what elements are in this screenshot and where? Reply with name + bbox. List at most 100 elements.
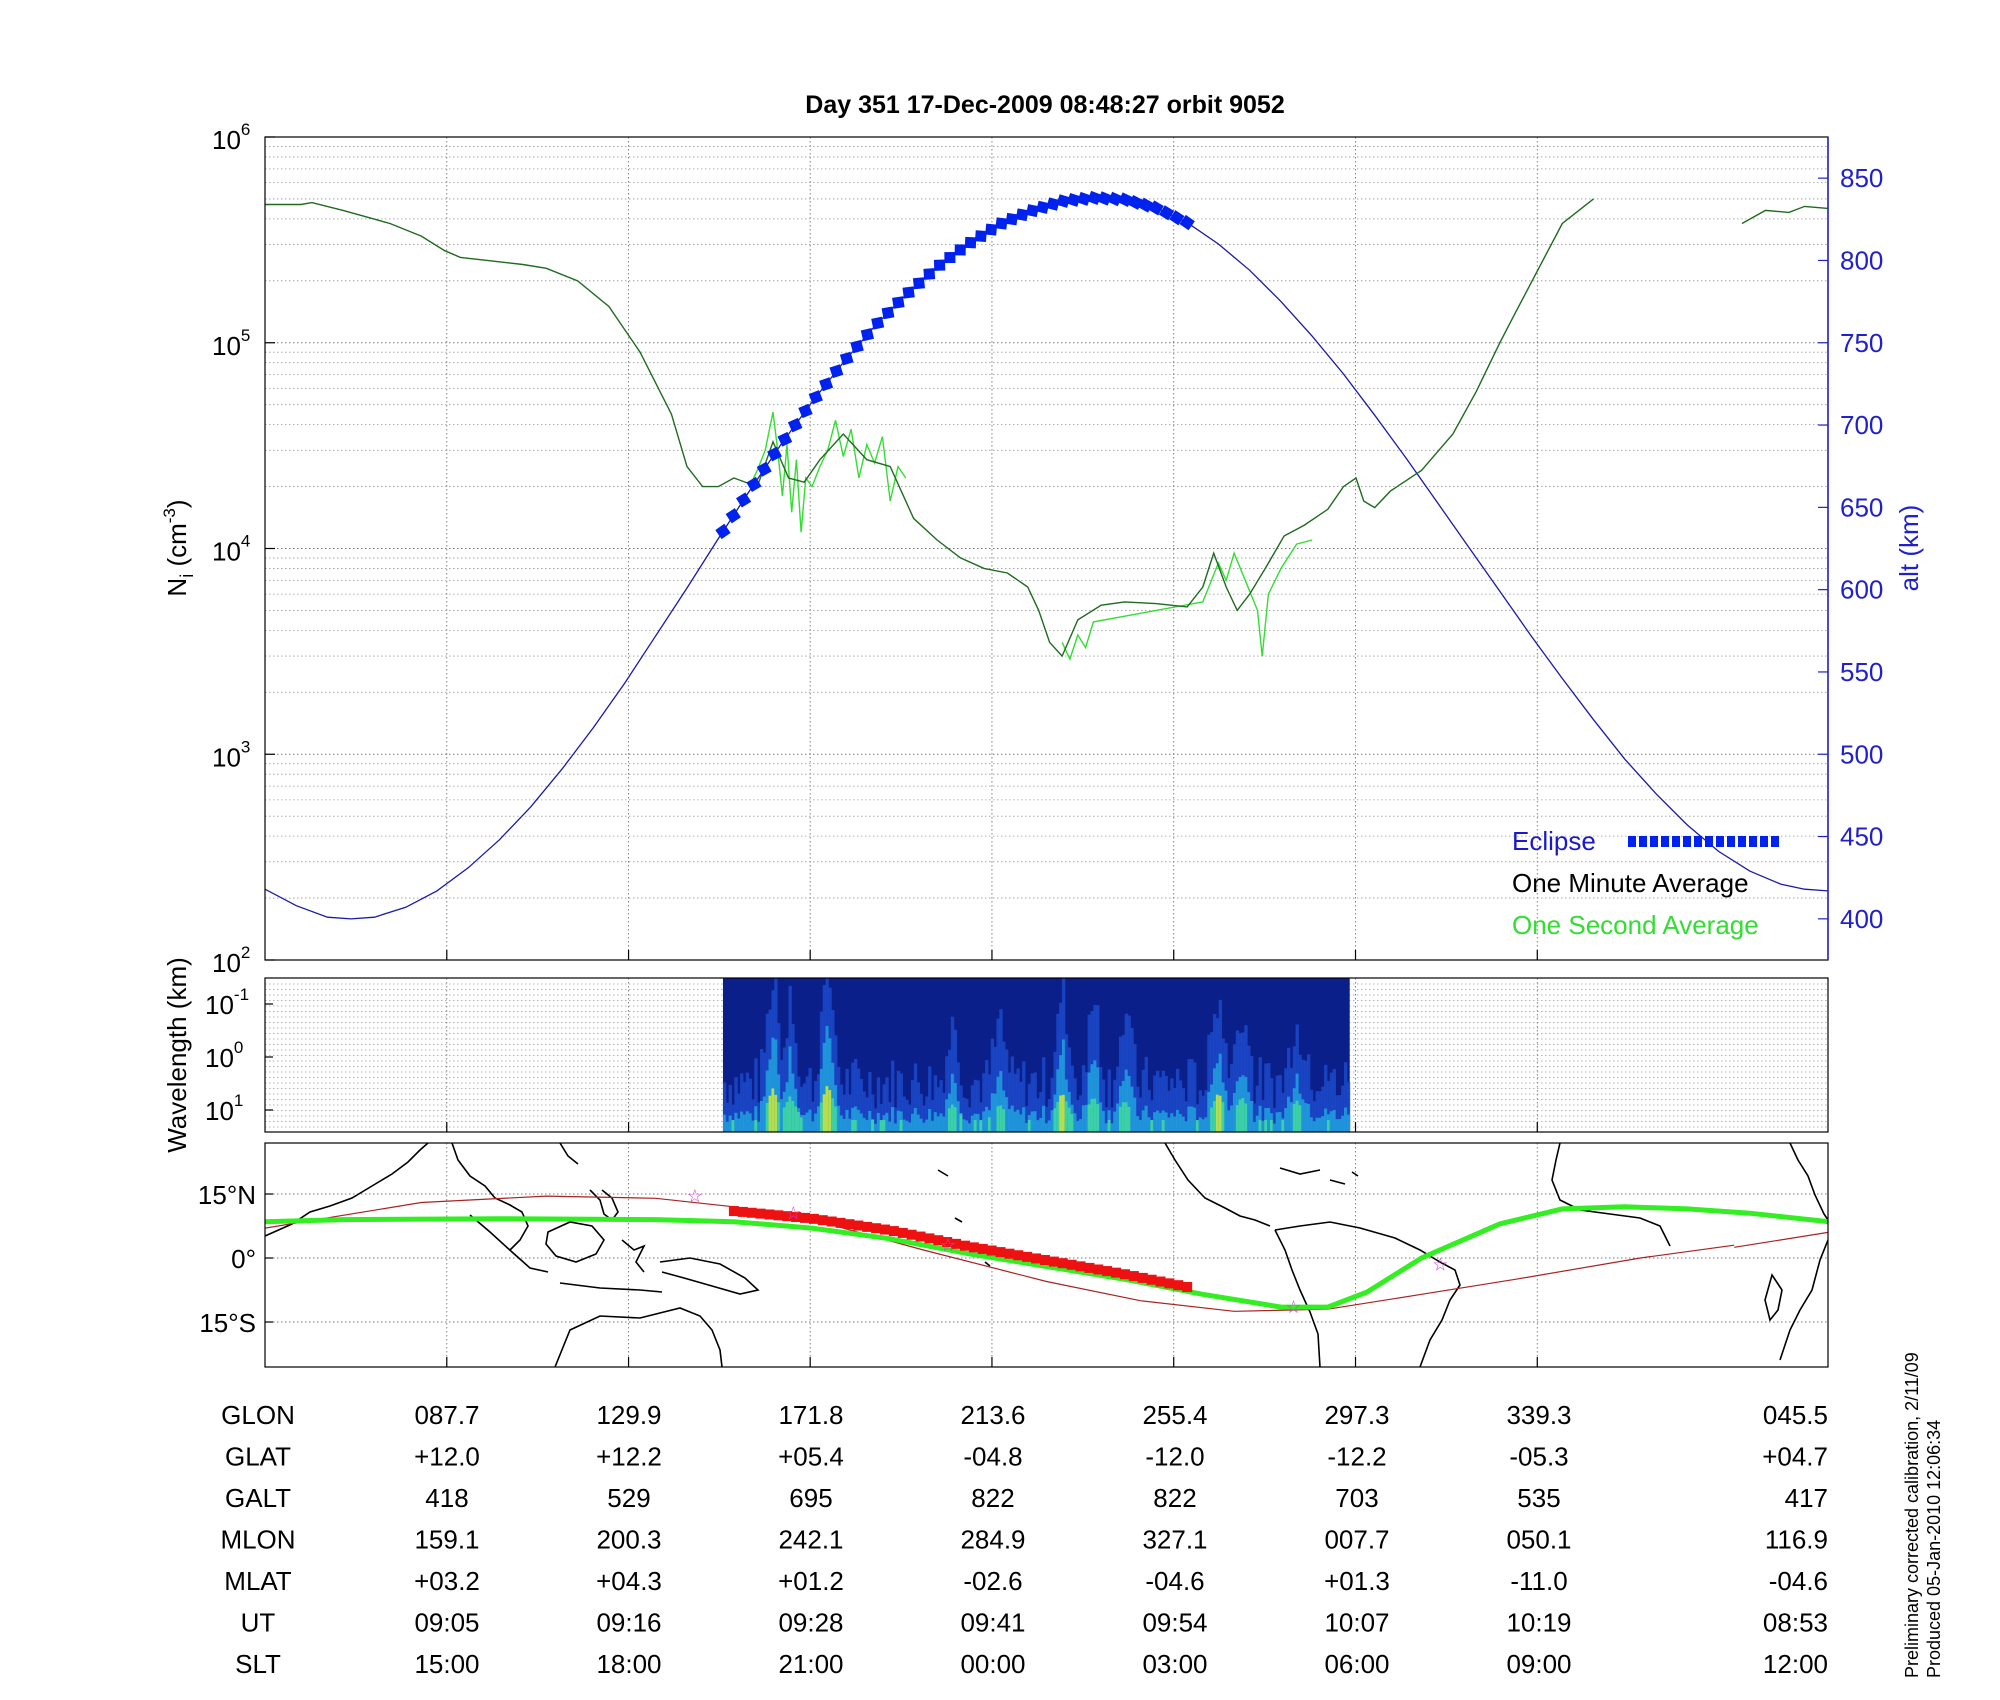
spectrogram-column: [1264, 1063, 1268, 1132]
eclipse-marker: [850, 339, 864, 354]
map-eclipse-marker: [755, 1208, 766, 1219]
spectrogram-column-mid: [962, 1119, 966, 1132]
spectrogram-column-high: [1059, 1095, 1063, 1132]
spectrogram-column-mid: [1289, 1102, 1294, 1132]
info-row-label: GALT: [225, 1483, 291, 1513]
spectrogram-column: [1193, 1062, 1197, 1132]
spectrogram-column-high: [1124, 1102, 1129, 1132]
magnetic-equator-line: [265, 1195, 1735, 1312]
spectrogram-column: [948, 1049, 952, 1132]
spectrogram-column-mid: [982, 1111, 986, 1132]
spectrogram-column: [1278, 1074, 1282, 1132]
one-second-line: [1061, 539, 1313, 662]
spectrogram-column: [1073, 1078, 1077, 1132]
spectrogram-column: [808, 1067, 812, 1132]
spectrogram-column: [1050, 1077, 1054, 1132]
spectrogram-column-mid: [725, 1121, 730, 1132]
spectrogram-column-high: [1326, 1120, 1331, 1132]
info-cell: 327.1: [1142, 1525, 1207, 1555]
map-eclipse-marker: [782, 1211, 793, 1222]
spectrogram-column-mid: [1329, 1111, 1334, 1132]
map-eclipse-marker: [871, 1223, 882, 1234]
spectrogram-column: [751, 1099, 755, 1132]
map-eclipse-marker: [1004, 1248, 1015, 1259]
spectrogram-column: [908, 1104, 912, 1132]
map-eclipse-marker: [915, 1231, 926, 1242]
spectrogram-column-high: [1221, 1102, 1225, 1132]
map-eclipse-marker: [951, 1238, 962, 1249]
info-cell: 297.3: [1324, 1400, 1389, 1430]
legend-eclipse-marker: [1727, 836, 1735, 847]
spectrogram-column: [985, 1060, 989, 1132]
legend-eclipse-marker: [1716, 836, 1724, 847]
spectrogram-column-mid: [779, 1099, 784, 1132]
eclipse-marker: [995, 217, 1008, 230]
spectrogram-column: [1155, 1070, 1160, 1132]
eclipse-marker: [1169, 210, 1185, 226]
spectrogram-column: [999, 1009, 1003, 1132]
info-cell: -04.6: [1769, 1566, 1828, 1596]
spectrogram-column: [928, 1066, 932, 1132]
spectrogram-column-high: [1212, 1101, 1217, 1132]
y-tick-label-right: 750: [1840, 328, 1883, 358]
spectrogram-column: [936, 1087, 940, 1132]
spectrogram-column-mid: [868, 1110, 872, 1132]
spectrogram-column: [922, 1105, 926, 1132]
spectrogram-column-mid: [757, 1121, 761, 1132]
spectrogram-column-mid: [745, 1111, 750, 1132]
spectrogram-column-high: [851, 1120, 855, 1132]
spectrogram-column-high: [1121, 1102, 1126, 1132]
info-row-label: SLT: [235, 1649, 281, 1679]
legend-eclipse-marker: [1672, 836, 1680, 847]
eclipse-marker: [954, 244, 966, 256]
spectrogram-column-mid: [1079, 1119, 1083, 1132]
eclipse-marker: [839, 351, 854, 366]
spectrogram-column-mid: [774, 1039, 778, 1132]
map-eclipse-marker: [986, 1245, 997, 1256]
spectrogram-column-mid: [967, 1123, 972, 1132]
spectrogram-column-mid: [1344, 1107, 1348, 1132]
spectrogram-column: [805, 1076, 809, 1132]
one-second-line: [748, 411, 907, 533]
spectrogram-column: [1161, 1070, 1166, 1132]
info-cell: 12:00: [1763, 1649, 1828, 1679]
spectrogram-column-mid: [805, 1112, 809, 1132]
spectrogram-column-mid: [1167, 1117, 1171, 1132]
eclipse-marker: [1179, 214, 1195, 231]
tick-base: 10: [205, 1043, 234, 1073]
info-cell: 21:00: [778, 1649, 843, 1679]
eclipse-marker: [808, 390, 823, 405]
spectrogram-column-mid: [845, 1109, 849, 1132]
info-cell: -04.6: [1145, 1566, 1204, 1596]
spectrogram-column-high: [1056, 1101, 1060, 1132]
spectrogram-column: [1101, 1079, 1106, 1132]
spectrogram-column-mid: [1147, 1117, 1151, 1132]
spectrogram-column: [1284, 1068, 1288, 1132]
info-cell: 703: [1335, 1483, 1378, 1513]
spectrogram-column-mid: [1016, 1109, 1020, 1132]
info-cell: 18:00: [596, 1649, 661, 1679]
spectrogram-column: [910, 1079, 915, 1132]
info-cell: 007.7: [1324, 1525, 1389, 1555]
y-tick-label-right: 600: [1840, 575, 1883, 605]
spectrogram-column-mid: [876, 1112, 881, 1132]
spectrogram-column-high: [871, 1120, 875, 1132]
legend-eclipse-marker: [1705, 836, 1713, 847]
spectrogram-column-mid: [1227, 1110, 1231, 1132]
map-eclipse-marker: [1173, 1280, 1184, 1291]
spectrogram-column-mid: [856, 1109, 861, 1132]
spectrogram-column-high: [1235, 1104, 1240, 1132]
spectrogram-column-mid: [893, 1123, 898, 1132]
eclipse-marker: [819, 377, 834, 392]
legend-one-minute-label: One Minute Average: [1512, 868, 1749, 898]
y-tick-label-left: 104: [212, 532, 250, 567]
spectrogram-column: [1178, 1080, 1183, 1132]
spectrogram-column-mid: [748, 1113, 752, 1132]
spectrogram-column: [797, 1076, 801, 1132]
eclipse-marker: [1158, 205, 1175, 221]
eclipse-marker: [756, 461, 772, 477]
legend-eclipse-marker: [1628, 836, 1636, 847]
spectrogram-column: [1039, 1091, 1043, 1132]
y-tick-label-right: 500: [1840, 739, 1883, 769]
info-cell: +04.7: [1762, 1442, 1828, 1472]
